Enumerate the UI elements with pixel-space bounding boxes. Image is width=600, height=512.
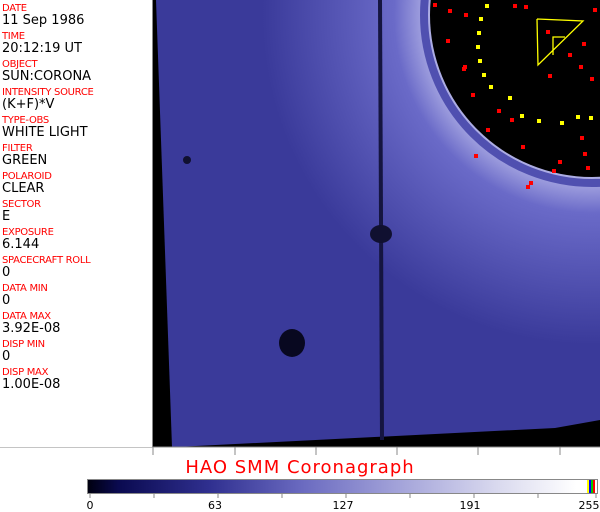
field-label: EXPOSURE <box>2 227 54 238</box>
colorbar-tick: 0 <box>86 499 94 512</box>
marker <box>529 181 533 185</box>
marker <box>463 65 467 69</box>
marker <box>537 119 541 123</box>
field-value: 1.00E-08 <box>2 377 61 392</box>
colorbar-yellow <box>587 480 589 493</box>
marker <box>568 53 572 57</box>
marker <box>497 109 501 113</box>
field-label: TIME <box>2 31 25 42</box>
colorbar-blue <box>589 480 591 493</box>
marker <box>579 65 583 69</box>
field-label: DISP MAX <box>2 367 49 378</box>
field-label: FILTER <box>2 143 33 154</box>
field-label: TYPE-OBS <box>2 115 49 126</box>
marker <box>593 8 597 12</box>
colorbar-tick: 127 <box>332 499 354 512</box>
field-value: 11 Sep 1986 <box>2 13 85 28</box>
colorbar-tick: 255 <box>578 499 600 512</box>
marker <box>526 185 530 189</box>
colorbar-tick: 191 <box>459 499 481 512</box>
colorbar-tick: 63 <box>208 499 222 512</box>
field-label: SPACECRAFT ROLL <box>2 255 91 266</box>
marker <box>580 136 584 140</box>
colorbar-red <box>593 480 595 493</box>
field-value: 0 <box>2 265 11 280</box>
marker <box>510 118 514 122</box>
marker <box>558 160 562 164</box>
field-label: INTENSITY SOURCE <box>2 87 94 98</box>
colorbar-green <box>591 480 593 493</box>
marker <box>508 96 512 100</box>
marker <box>520 114 524 118</box>
marker <box>477 31 481 35</box>
occulter-disk <box>430 0 600 177</box>
marker <box>521 145 525 149</box>
field-label: DATA MIN <box>2 283 48 294</box>
marker <box>589 116 593 120</box>
marker <box>478 59 482 63</box>
marker <box>464 13 468 17</box>
marker <box>513 4 517 8</box>
marker <box>590 77 594 81</box>
marker <box>524 5 528 9</box>
marker <box>489 85 493 89</box>
field-label: OBJECT <box>2 59 38 70</box>
dark-spot <box>279 329 305 357</box>
field-label: POLAROID <box>2 171 52 182</box>
field-value: 0 <box>2 293 11 308</box>
marker <box>476 45 480 49</box>
marker <box>482 73 486 77</box>
field-value: E <box>2 209 11 224</box>
marker <box>586 166 590 170</box>
field-value: 6.144 <box>2 237 40 252</box>
field-value: CLEAR <box>2 181 45 196</box>
field-value: 20:12:19 UT <box>2 41 82 56</box>
marker <box>546 30 550 34</box>
marker <box>486 128 490 132</box>
field-label: SECTOR <box>2 199 41 210</box>
pylon-blob <box>370 225 392 243</box>
marker <box>485 4 489 8</box>
field-label: DATE <box>2 3 27 14</box>
marker <box>583 152 587 156</box>
marker <box>471 93 475 97</box>
marker <box>448 9 452 13</box>
marker <box>548 74 552 78</box>
marker <box>446 39 450 43</box>
field-value: WHITE LIGHT <box>2 125 88 140</box>
marker <box>474 154 478 158</box>
field-value: 3.92E-08 <box>2 321 61 336</box>
orientation-marker <box>536 18 585 67</box>
field-value: (K+F)*V <box>2 97 55 112</box>
marker <box>560 121 564 125</box>
overlay-markers <box>433 3 597 189</box>
marker <box>582 42 586 46</box>
plot-title: HAO SMM Coronagraph <box>185 457 415 478</box>
marker <box>433 3 437 7</box>
marker <box>552 169 556 173</box>
colorbar <box>87 479 598 494</box>
field-value: GREEN <box>2 153 48 168</box>
field-label: DISP MIN <box>2 339 45 350</box>
header-info-panel: DATE 11 Sep 1986 TIME 20:12:19 UT OBJECT SUN:… <box>0 0 153 447</box>
marker <box>479 17 483 21</box>
occulter-pylon <box>378 0 384 441</box>
field-label: DATA MAX <box>2 311 51 322</box>
field-value: 0 <box>2 349 11 364</box>
field-value: SUN:CORONA <box>2 69 92 84</box>
marker <box>576 115 580 119</box>
